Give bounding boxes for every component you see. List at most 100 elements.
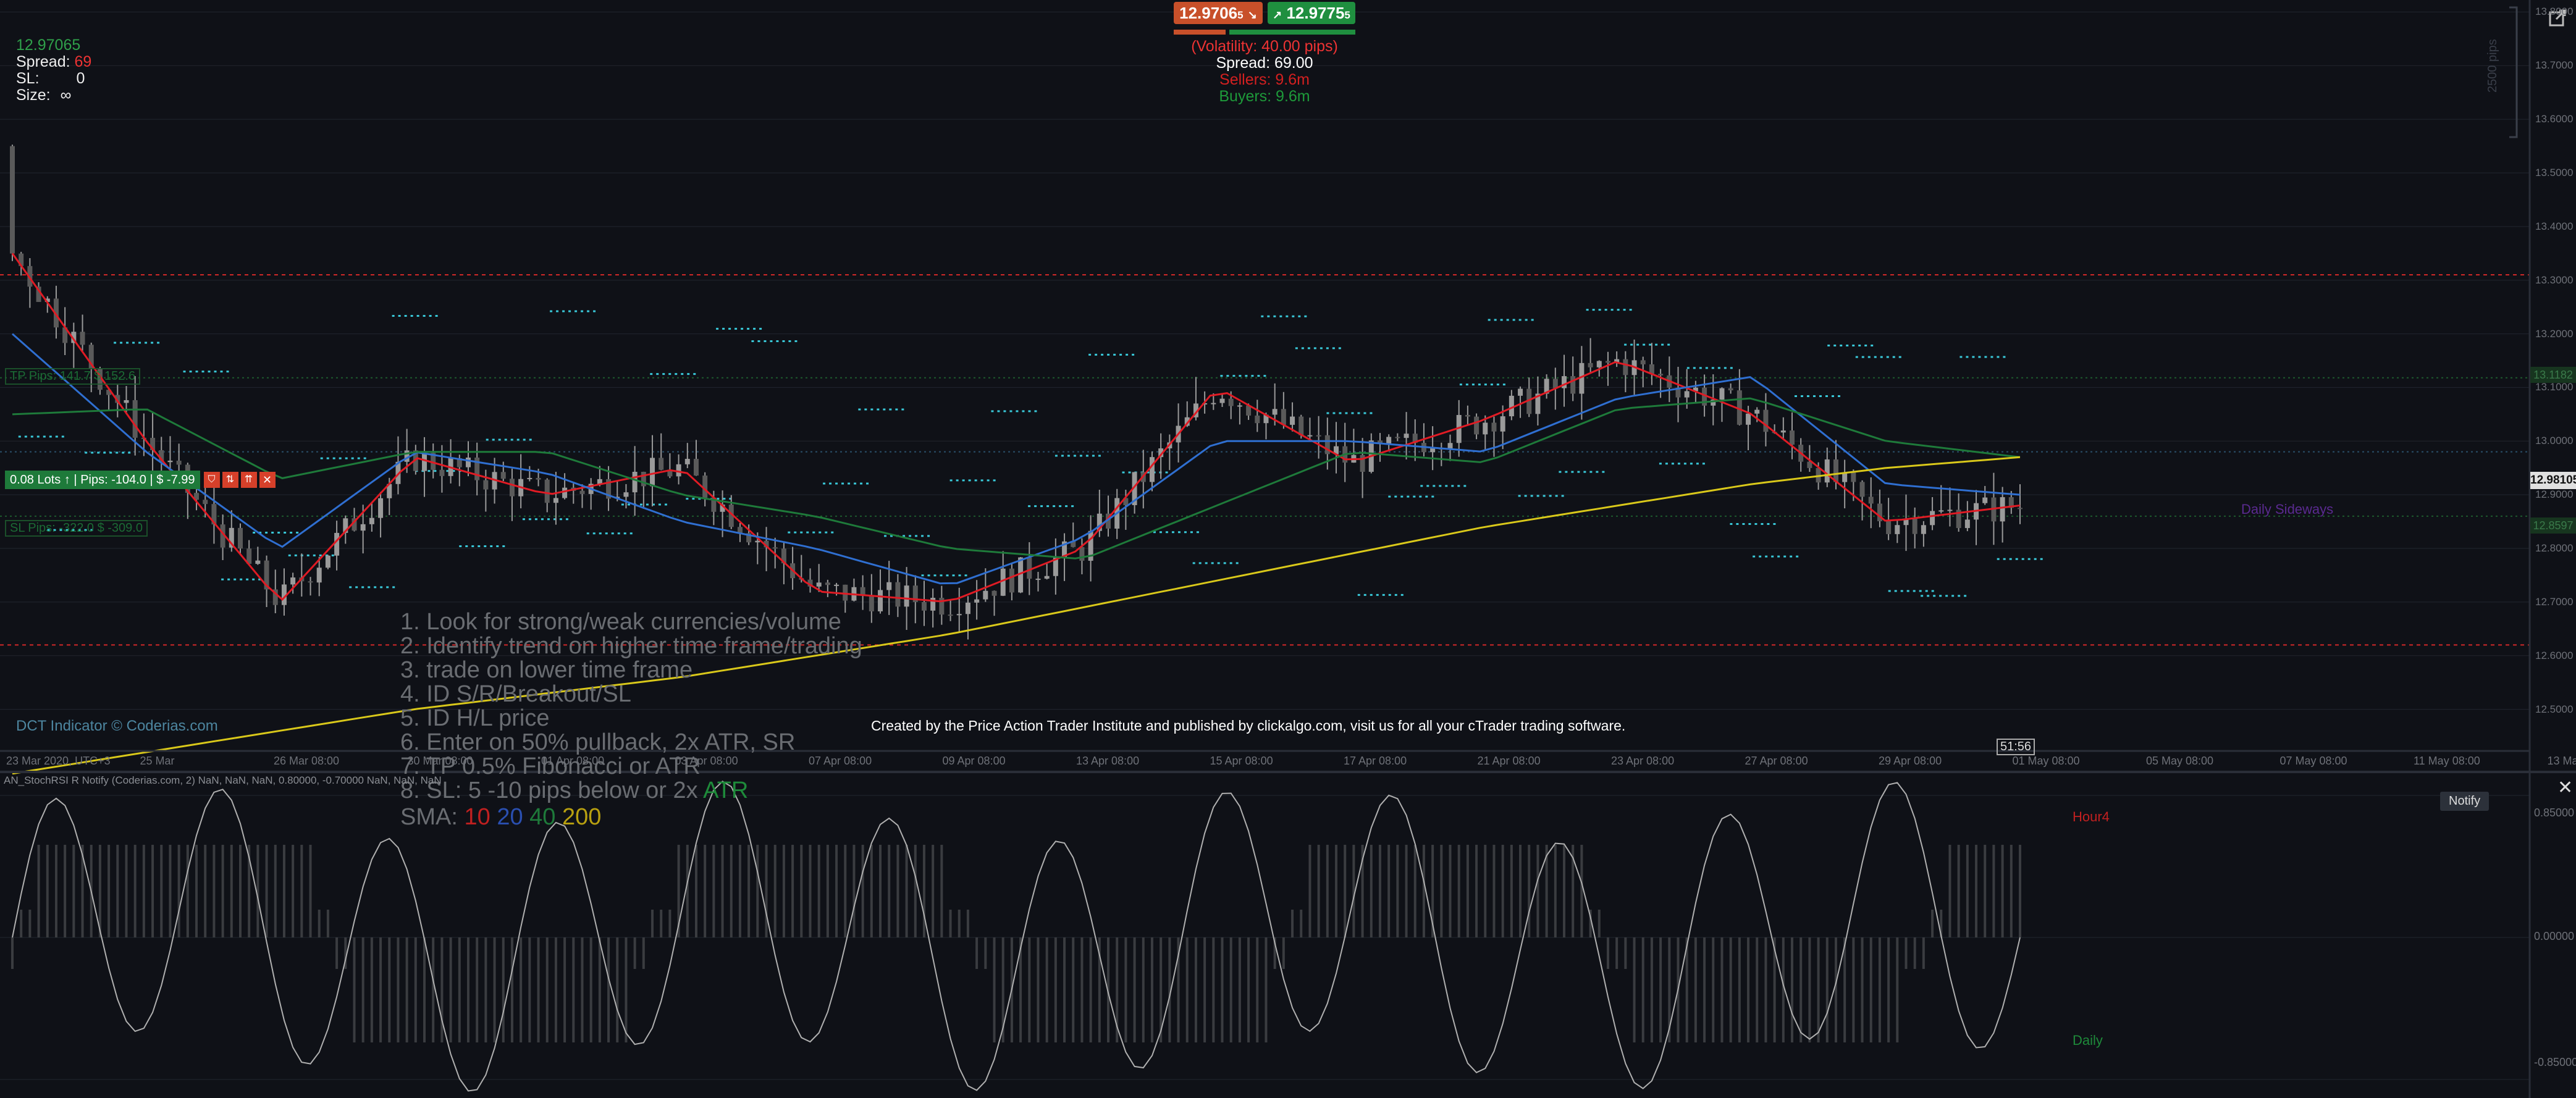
candle-body[interactable] (1982, 497, 1988, 503)
candle-body[interactable] (1193, 403, 1198, 417)
candle-body[interactable] (229, 527, 234, 548)
reverse-button[interactable]: ⇅ (222, 472, 238, 488)
candle-body[interactable] (1552, 379, 1558, 388)
candle-body[interactable] (1018, 557, 1024, 593)
candle-body[interactable] (457, 458, 462, 467)
candle-body[interactable] (211, 504, 217, 525)
sell-button[interactable]: 12.97065 ↘ (1174, 2, 1263, 24)
candle-body[interactable] (1780, 430, 1786, 433)
candle-body[interactable] (246, 548, 252, 564)
candle-body[interactable] (764, 540, 769, 548)
close-position-button[interactable]: ✕ (259, 472, 276, 488)
candle-body[interactable] (1930, 511, 1935, 526)
candle-body[interactable] (1106, 513, 1111, 529)
candle-body[interactable] (1324, 435, 1330, 455)
candle-body[interactable] (1000, 568, 1006, 596)
candle-body[interactable] (237, 527, 243, 549)
candle-body[interactable] (19, 253, 24, 266)
candle-body[interactable] (579, 490, 585, 494)
candle-body[interactable] (834, 584, 840, 586)
candle-body[interactable] (369, 518, 374, 524)
candle-body[interactable] (115, 395, 120, 403)
candle-body[interactable] (1903, 519, 1909, 526)
candle-body[interactable] (281, 584, 287, 605)
candle-body[interactable] (1675, 387, 1681, 398)
candle-body[interactable] (641, 471, 646, 487)
candle-body[interactable] (308, 581, 313, 583)
candle-body[interactable] (860, 587, 865, 595)
candle-body[interactable] (290, 577, 296, 585)
candle-body[interactable] (404, 450, 410, 462)
candle-body[interactable] (1096, 513, 1102, 531)
candle-body[interactable] (167, 460, 173, 463)
candle-body[interactable] (1842, 472, 1848, 482)
candle-body[interactable] (1746, 413, 1751, 425)
candle-body[interactable] (1377, 440, 1383, 444)
candle-body[interactable] (220, 524, 225, 548)
candle-body[interactable] (921, 601, 927, 611)
protect-button[interactable]: ⛉ (203, 472, 220, 488)
candle-body[interactable] (1518, 388, 1523, 396)
candle-body[interactable] (334, 532, 340, 556)
candle-body[interactable] (1123, 498, 1129, 505)
candle-body[interactable] (1938, 510, 1944, 512)
candle-body[interactable] (1246, 405, 1252, 416)
candle-body[interactable] (1132, 472, 1137, 505)
candle-body[interactable] (44, 298, 50, 302)
candle-body[interactable] (71, 332, 77, 343)
candle-body[interactable] (1071, 541, 1076, 547)
candle-body[interactable] (255, 560, 261, 564)
candle-body[interactable] (1895, 525, 1900, 534)
candle-body[interactable] (632, 471, 638, 493)
candle-body[interactable] (1544, 379, 1549, 394)
candle-body[interactable] (1299, 416, 1304, 435)
candle-body[interactable] (728, 505, 734, 527)
candle-body[interactable] (325, 555, 330, 568)
candle-body[interactable] (1044, 576, 1050, 579)
position-info[interactable]: 0.08 Lots ↑ | Pips: -104.0 | $ -7.99 (5, 471, 200, 489)
candle-body[interactable] (1079, 547, 1085, 561)
candle-body[interactable] (1334, 446, 1339, 455)
candle-body[interactable] (1824, 459, 1830, 483)
candle-body[interactable] (623, 492, 629, 497)
candle-body[interactable] (264, 560, 269, 590)
candle-body[interactable] (667, 469, 673, 477)
candle-body[interactable] (755, 540, 760, 543)
candle-body[interactable] (702, 476, 708, 498)
candle-body[interactable] (1430, 448, 1436, 453)
notify-button[interactable]: Notify (2440, 792, 2490, 811)
candle-body[interactable] (176, 460, 182, 465)
candle-body[interactable] (781, 548, 786, 564)
candle-body[interactable] (1702, 387, 1707, 406)
candle-body[interactable] (1526, 388, 1532, 414)
candle-body[interactable] (974, 599, 980, 603)
candle-body[interactable] (676, 464, 681, 477)
candle-body[interactable] (1658, 374, 1664, 375)
candle-body[interactable] (1947, 509, 1953, 511)
candle-body[interactable] (1886, 521, 1892, 534)
candle-body[interactable] (825, 582, 830, 585)
candle-body[interactable] (983, 590, 988, 600)
candle-body[interactable] (807, 579, 813, 587)
candle-body[interactable] (2000, 497, 2005, 522)
candle-body[interactable] (1500, 416, 1505, 432)
candle-body[interactable] (737, 527, 743, 534)
candle-body[interactable] (378, 498, 384, 518)
candle-body[interactable] (474, 457, 480, 480)
take-profit-tag[interactable]: TP Pips: 141.7 $ 152.6 (5, 368, 141, 385)
candle-body[interactable] (272, 589, 278, 605)
candle-body[interactable] (1921, 525, 1926, 534)
candle-body[interactable] (53, 298, 59, 328)
candle-body[interactable] (1640, 360, 1646, 364)
candle-body[interactable] (904, 585, 909, 607)
candle-body[interactable] (1255, 415, 1260, 424)
candle-body[interactable] (1412, 434, 1418, 443)
candle-body[interactable] (2008, 497, 2014, 508)
candle-body[interactable] (1360, 455, 1365, 472)
candle-body[interactable] (1956, 509, 1961, 529)
candle-body[interactable] (650, 458, 655, 487)
candle-body[interactable] (1474, 416, 1480, 435)
candle-body[interactable] (1807, 461, 1812, 468)
candle-body[interactable] (316, 568, 322, 583)
